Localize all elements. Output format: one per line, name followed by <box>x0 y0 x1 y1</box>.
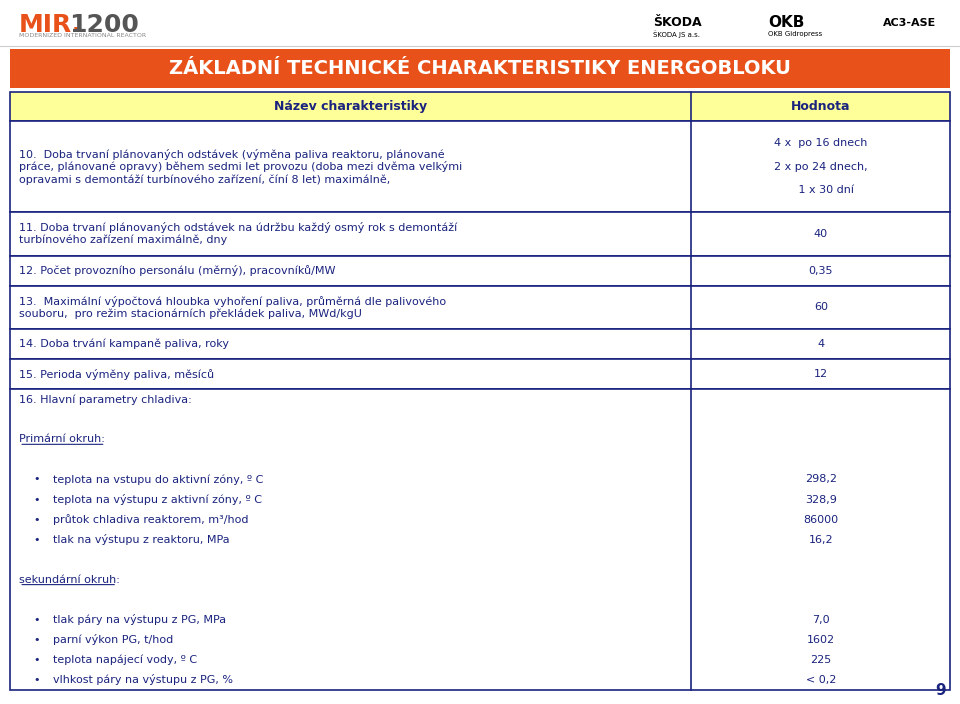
Text: 13.  Maximální výpočtová hloubka vyhoření paliva, průměrná dle palivového
soubor: 13. Maximální výpočtová hloubka vyhoření… <box>19 296 446 319</box>
Text: 40: 40 <box>814 229 828 239</box>
Text: 12: 12 <box>814 370 828 379</box>
Text: •: • <box>34 675 40 685</box>
FancyBboxPatch shape <box>10 286 950 329</box>
Text: 1200: 1200 <box>69 13 139 37</box>
Text: •: • <box>34 534 40 545</box>
Text: •: • <box>34 655 40 665</box>
Text: Hodnota: Hodnota <box>791 100 851 113</box>
Text: 10.  Doba trvaní plánovaných odstávek (výměna paliva reaktoru, plánované
práce, : 10. Doba trvaní plánovaných odstávek (vý… <box>19 149 463 184</box>
Text: Primární okruh:: Primární okruh: <box>19 434 105 444</box>
Text: teplota na vstupu do aktivní zóny, º C: teplota na vstupu do aktivní zóny, º C <box>53 474 263 485</box>
Text: ZÁKLADNÍ TECHNICKÉ CHARAKTERISTIKY ENERGOBLOKU: ZÁKLADNÍ TECHNICKÉ CHARAKTERISTIKY ENERG… <box>169 60 791 78</box>
Text: teplota na výstupu z aktivní zóny, º C: teplota na výstupu z aktivní zóny, º C <box>53 494 262 505</box>
Text: teplota napájecí vody, º C: teplota napájecí vody, º C <box>53 655 197 665</box>
Text: tlak na výstupu z reaktoru, MPa: tlak na výstupu z reaktoru, MPa <box>53 534 229 545</box>
Text: •: • <box>34 615 40 624</box>
FancyBboxPatch shape <box>10 121 950 212</box>
Text: MODERNIZED INTERNATIONAL REACTOR: MODERNIZED INTERNATIONAL REACTOR <box>19 32 146 38</box>
FancyBboxPatch shape <box>10 359 950 389</box>
Text: průtok chladiva reaktorem, m³/hod: průtok chladiva reaktorem, m³/hod <box>53 514 249 525</box>
Text: Název charakteristiky: Název charakteristiky <box>274 100 427 113</box>
Text: 86000: 86000 <box>804 515 838 524</box>
Text: •: • <box>34 494 40 505</box>
Text: < 0,2: < 0,2 <box>805 675 836 685</box>
Text: 225: 225 <box>810 655 831 665</box>
Text: 7,0: 7,0 <box>812 615 829 624</box>
FancyBboxPatch shape <box>10 212 950 256</box>
FancyBboxPatch shape <box>10 256 950 286</box>
Text: sekundární okruh:: sekundární okruh: <box>19 574 120 585</box>
Text: 4 x  po 16 dnech

2 x po 24 dnech,

   1 x 30 dní: 4 x po 16 dnech 2 x po 24 dnech, 1 x 30 … <box>774 139 868 195</box>
Text: 4: 4 <box>817 339 825 349</box>
Text: 11. Doba trvaní plánovaných odstávek na údržbu každý osmý rok s demontáží
turbín: 11. Doba trvaní plánovaných odstávek na … <box>19 222 458 246</box>
Text: ŠKODA JS a.s.: ŠKODA JS a.s. <box>653 30 700 37</box>
Text: •: • <box>34 474 40 484</box>
Text: 328,9: 328,9 <box>804 494 837 505</box>
Text: OKB Gidropress: OKB Gidropress <box>768 31 823 37</box>
FancyBboxPatch shape <box>10 389 950 690</box>
Text: MIR.: MIR. <box>19 13 83 37</box>
FancyBboxPatch shape <box>10 92 950 121</box>
FancyBboxPatch shape <box>10 329 950 359</box>
Text: vlhkost páry na výstupu z PG, %: vlhkost páry na výstupu z PG, % <box>53 674 233 686</box>
Text: 298,2: 298,2 <box>804 474 837 484</box>
FancyBboxPatch shape <box>10 49 950 88</box>
Text: tlak páry na výstupu z PG, MPa: tlak páry na výstupu z PG, MPa <box>53 615 226 625</box>
Text: •: • <box>34 635 40 645</box>
Text: •: • <box>34 515 40 524</box>
Text: 14. Doba trvání kampaně paliva, roky: 14. Doba trvání kampaně paliva, roky <box>19 339 229 349</box>
Text: parní výkon PG, t/hod: parní výkon PG, t/hod <box>53 634 173 646</box>
Text: 12. Počet provozního personálu (měrný), pracovníků/MW: 12. Počet provozního personálu (měrný), … <box>19 265 336 276</box>
Text: OKB: OKB <box>768 15 804 30</box>
Text: 16,2: 16,2 <box>808 534 833 545</box>
Text: 15. Perioda výměny paliva, měsíců: 15. Perioda výměny paliva, měsíců <box>19 369 214 379</box>
Text: 9: 9 <box>935 684 946 698</box>
Text: AC3-ASE: AC3-ASE <box>883 18 936 27</box>
Text: 16. Hlavní parametry chladiva:: 16. Hlavní parametry chladiva: <box>19 394 192 405</box>
Text: 60: 60 <box>814 303 828 313</box>
Text: 1602: 1602 <box>806 635 835 645</box>
Text: ŠKODA: ŠKODA <box>653 16 702 29</box>
Text: 0,35: 0,35 <box>808 265 833 275</box>
